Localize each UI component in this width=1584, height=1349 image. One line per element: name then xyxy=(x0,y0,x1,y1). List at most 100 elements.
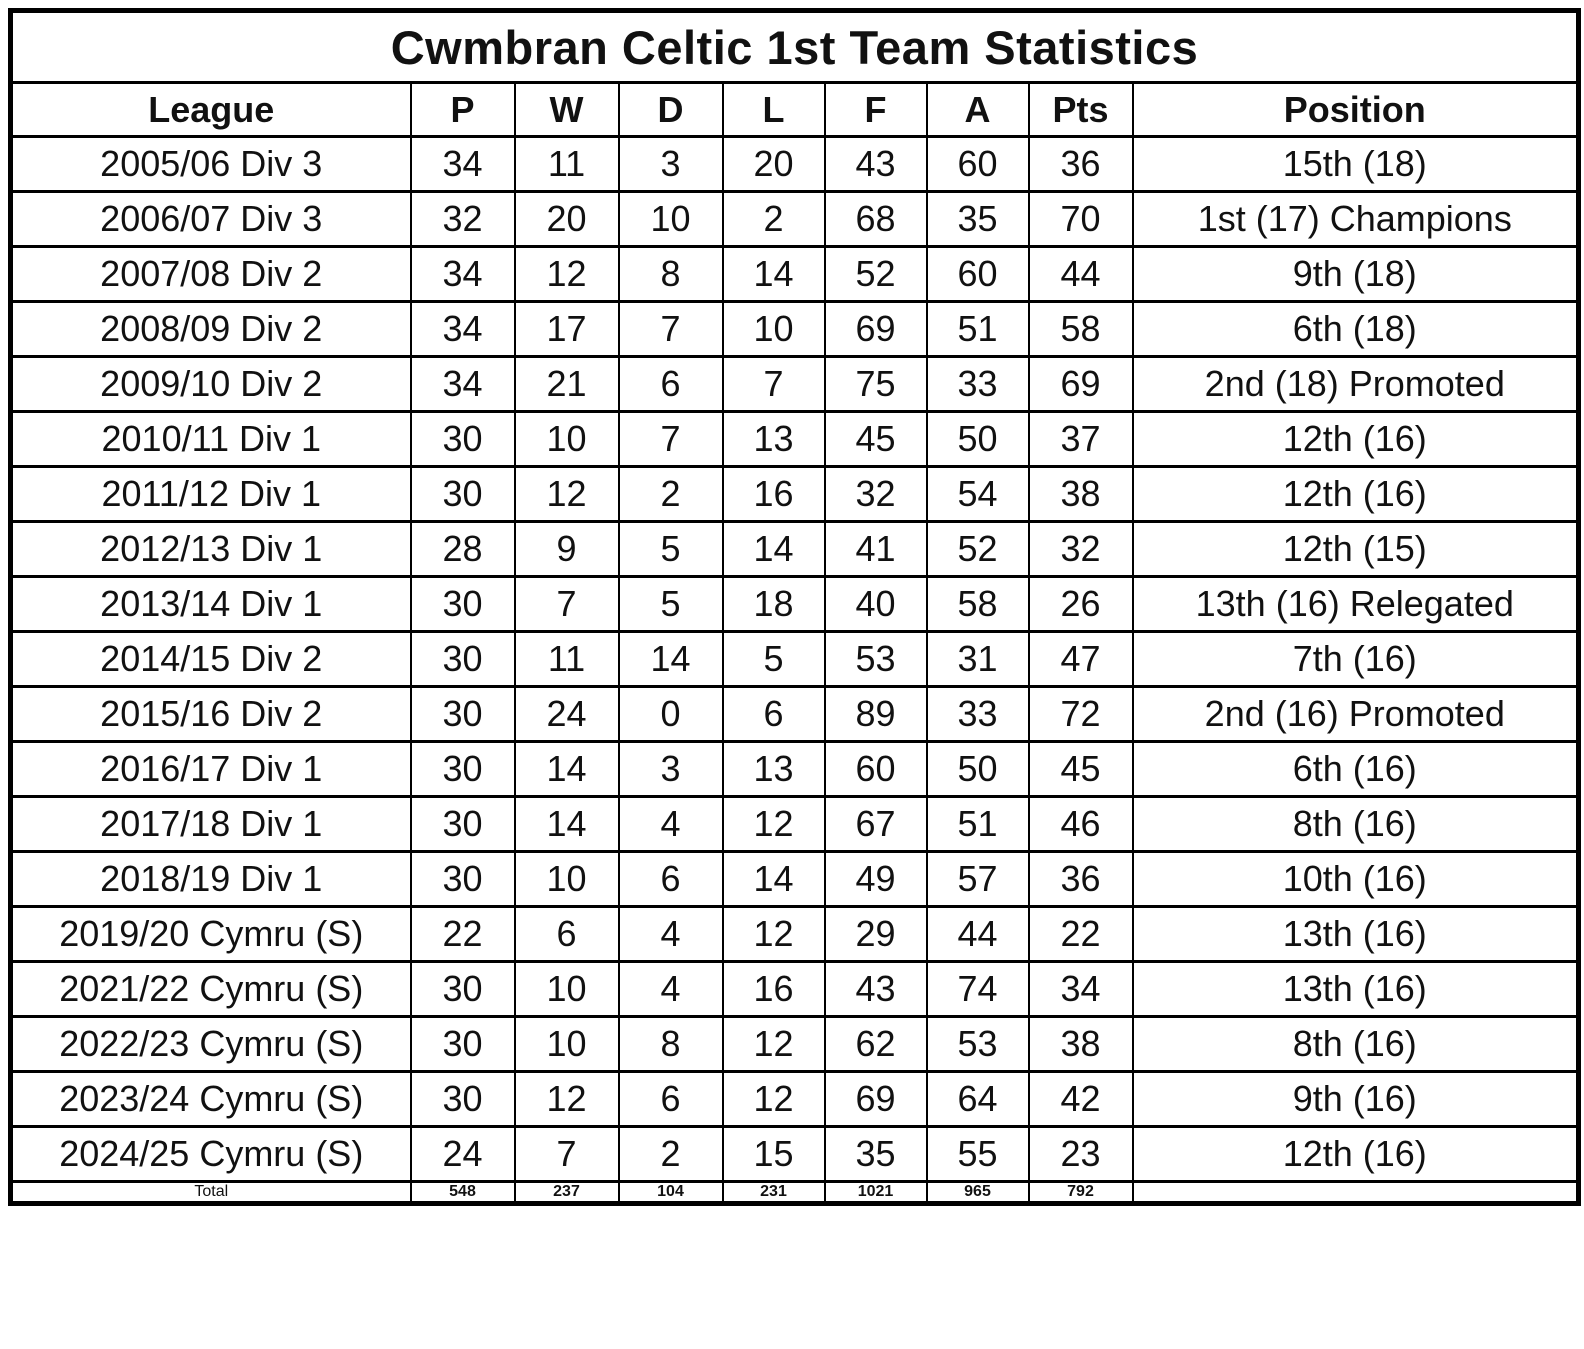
table-row: 2011/12 Div 1 30 12 2 16 32 54 38 12th (16) xyxy=(9,465,1580,523)
stat-cell: 34 xyxy=(409,245,516,303)
stat-cell: 69 xyxy=(823,1070,928,1128)
stat-cell: 10 xyxy=(513,850,620,908)
stat-cell: 54 xyxy=(925,465,1030,523)
stat-cell: 50 xyxy=(925,740,1030,798)
position-cell: 9th (18) xyxy=(1131,245,1580,303)
stat-cell: 14 xyxy=(721,245,826,303)
total-stat-cell: 965 xyxy=(925,1180,1030,1205)
stat-cell: 30 xyxy=(409,410,516,468)
stat-cell: 38 xyxy=(1027,465,1134,523)
stat-cell: 20 xyxy=(513,190,620,248)
stat-cell: 40 xyxy=(823,575,928,633)
stat-cell: 36 xyxy=(1027,135,1134,193)
position-cell: 15th (18) xyxy=(1131,135,1580,193)
stat-cell: 35 xyxy=(823,1125,928,1183)
total-row: Total 548 237 104 231 1021 965 792 xyxy=(9,1180,1580,1205)
stat-cell: 33 xyxy=(925,685,1030,743)
position-cell: 13th (16) xyxy=(1131,960,1580,1018)
league-cell: 2016/17 Div 1 xyxy=(9,740,412,798)
table-row: 2012/13 Div 1 28 9 5 14 41 52 32 12th (15) xyxy=(9,520,1580,578)
stat-cell: 6 xyxy=(617,850,724,908)
position-cell: 7th (16) xyxy=(1131,630,1580,688)
stat-cell: 30 xyxy=(409,960,516,1018)
stat-cell: 21 xyxy=(513,355,620,413)
stat-cell: 14 xyxy=(721,850,826,908)
table-row: 2007/08 Div 2 34 12 8 14 52 60 44 9th (18) xyxy=(9,245,1580,303)
total-label: Total xyxy=(9,1180,412,1205)
stat-cell: 32 xyxy=(409,190,516,248)
stat-cell: 44 xyxy=(1027,245,1134,303)
stat-cell: 37 xyxy=(1027,410,1134,468)
column-header-l: L xyxy=(721,81,826,138)
stat-cell: 20 xyxy=(721,135,826,193)
stat-cell: 6 xyxy=(721,685,826,743)
stat-cell: 10 xyxy=(513,410,620,468)
stat-cell: 69 xyxy=(823,300,928,358)
stat-cell: 30 xyxy=(409,685,516,743)
table-row: 2021/22 Cymru (S) 30 10 4 16 43 74 34 13th (16) xyxy=(9,960,1580,1018)
stat-cell: 16 xyxy=(721,465,826,523)
total-stat-cell: 104 xyxy=(617,1180,724,1205)
stat-cell: 34 xyxy=(409,355,516,413)
position-cell: 6th (16) xyxy=(1131,740,1580,798)
stat-cell: 23 xyxy=(1027,1125,1134,1183)
total-stat-cell: 792 xyxy=(1027,1180,1134,1205)
stat-cell: 60 xyxy=(925,245,1030,303)
stat-cell: 64 xyxy=(925,1070,1030,1128)
stat-cell: 28 xyxy=(409,520,516,578)
stat-cell: 70 xyxy=(1027,190,1134,248)
stat-cell: 10 xyxy=(513,1015,620,1073)
stat-cell: 34 xyxy=(1027,960,1134,1018)
stat-cell: 14 xyxy=(513,740,620,798)
column-header-a: A xyxy=(925,81,1030,138)
league-cell: 2008/09 Div 2 xyxy=(9,300,412,358)
stat-cell: 7 xyxy=(513,1125,620,1183)
stat-cell: 75 xyxy=(823,355,928,413)
league-cell: 2022/23 Cymru (S) xyxy=(9,1015,412,1073)
table-row: 2010/11 Div 1 30 10 7 13 45 50 37 12th (16) xyxy=(9,410,1580,468)
table-title: Cwmbran Celtic 1st Team Statistics xyxy=(9,9,1580,84)
stat-cell: 4 xyxy=(617,960,724,1018)
league-cell: 2012/13 Div 1 xyxy=(9,520,412,578)
stat-cell: 7 xyxy=(513,575,620,633)
league-cell: 2007/08 Div 2 xyxy=(9,245,412,303)
table-row: 2005/06 Div 3 34 11 3 20 43 60 36 15th (18) xyxy=(9,135,1580,193)
stat-cell: 30 xyxy=(409,575,516,633)
total-stat-cell: 548 xyxy=(409,1180,516,1205)
stat-cell: 30 xyxy=(409,850,516,908)
stat-cell: 7 xyxy=(617,410,724,468)
stat-cell: 30 xyxy=(409,1070,516,1128)
stat-cell: 53 xyxy=(823,630,928,688)
league-cell: 2024/25 Cymru (S) xyxy=(9,1125,412,1183)
stat-cell: 6 xyxy=(617,1070,724,1128)
stat-cell: 12 xyxy=(513,1070,620,1128)
stat-cell: 55 xyxy=(925,1125,1030,1183)
stat-cell: 2 xyxy=(617,465,724,523)
stat-cell: 58 xyxy=(1027,300,1134,358)
stat-cell: 49 xyxy=(823,850,928,908)
stat-cell: 33 xyxy=(925,355,1030,413)
position-cell: 12th (16) xyxy=(1131,465,1580,523)
league-cell: 2015/16 Div 2 xyxy=(9,685,412,743)
table-row: 2015/16 Div 2 30 24 0 6 89 33 72 2nd (16) Promot… xyxy=(9,685,1580,743)
stat-cell: 30 xyxy=(409,630,516,688)
stat-cell: 41 xyxy=(823,520,928,578)
position-cell: 10th (16) xyxy=(1131,850,1580,908)
stat-cell: 15 xyxy=(721,1125,826,1183)
stat-cell: 14 xyxy=(513,795,620,853)
stat-cell: 13 xyxy=(721,410,826,468)
stat-cell: 51 xyxy=(925,300,1030,358)
column-header-w: W xyxy=(513,81,620,138)
stat-cell: 30 xyxy=(409,740,516,798)
total-stat-cell: 1021 xyxy=(823,1180,928,1205)
table-row: 2017/18 Div 1 30 14 4 12 67 51 46 8th (16) xyxy=(9,795,1580,853)
position-cell: 8th (16) xyxy=(1131,795,1580,853)
position-cell: 13th (16) xyxy=(1131,905,1580,963)
position-cell: 12th (16) xyxy=(1131,410,1580,468)
table-row: 2013/14 Div 1 30 7 5 18 40 58 26 13th (16) Releg… xyxy=(9,575,1580,633)
column-header-p: P xyxy=(409,81,516,138)
stat-cell: 30 xyxy=(409,465,516,523)
stat-cell: 31 xyxy=(925,630,1030,688)
league-cell: 2013/14 Div 1 xyxy=(9,575,412,633)
